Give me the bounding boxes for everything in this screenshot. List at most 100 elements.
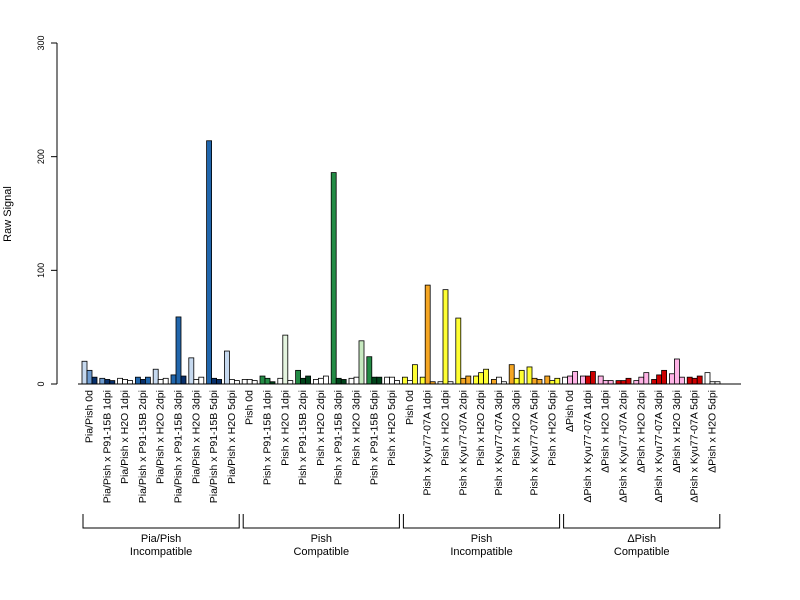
bar — [585, 375, 591, 385]
bar — [175, 316, 182, 385]
bar — [251, 380, 258, 385]
bar — [536, 379, 543, 385]
bar — [495, 376, 502, 385]
bar — [661, 369, 667, 385]
bar — [455, 317, 462, 385]
bar — [170, 374, 177, 385]
category-label: ΔPish 0d — [564, 390, 576, 432]
bar — [442, 289, 449, 385]
bar — [330, 172, 337, 385]
bar — [81, 360, 88, 385]
category-label: Pia/Pish x H2O 2dpi — [155, 390, 167, 484]
bar — [508, 364, 515, 385]
category-label: Pia/Pish x P91-15B 3dpi — [173, 390, 185, 503]
bar — [384, 376, 391, 385]
bar — [518, 369, 525, 385]
bar — [554, 377, 561, 385]
bar — [295, 369, 302, 385]
bar — [305, 375, 312, 385]
bar — [117, 377, 123, 385]
bar — [490, 379, 497, 385]
bars — [81, 140, 721, 385]
bar — [223, 350, 230, 385]
bar — [99, 377, 106, 385]
group-bracket — [242, 514, 400, 529]
bar — [473, 375, 480, 385]
group-bracket — [402, 514, 561, 529]
category-labels: Pia/Pish 0d Pia/Pish x P91-15B 1dpi Pia/Pi… — [84, 390, 719, 503]
bar — [394, 380, 401, 385]
category-label: Pia/Pish x H2O 3dpi — [190, 390, 202, 484]
bar — [549, 380, 556, 385]
category-label: Pish x P91-15B 3dpi — [333, 390, 345, 485]
bar — [300, 377, 307, 385]
bar — [246, 379, 253, 385]
bar — [483, 368, 490, 385]
bar — [228, 379, 235, 385]
bar — [312, 379, 319, 385]
bar — [679, 376, 685, 385]
category-label: Pish x H2O 5dpi — [386, 390, 398, 466]
bar — [674, 358, 680, 385]
bar — [572, 371, 578, 385]
category-label: Pia/Pish x P91-15B 1dpi — [101, 390, 113, 503]
category-label: ΔPish x Kyu77-07A 2dpi — [618, 390, 630, 503]
bar — [317, 377, 324, 385]
category-label: Pish x P91-15B 2dpi — [297, 390, 309, 485]
bar — [691, 377, 698, 385]
group-bracket — [82, 514, 240, 529]
category-label: Pish 0d — [244, 390, 256, 425]
bar — [211, 377, 218, 385]
bar — [590, 371, 596, 385]
bar — [651, 379, 657, 385]
bar — [188, 357, 195, 385]
bar — [366, 356, 373, 385]
category-label: Pia/Pish 0d — [84, 390, 96, 443]
bar — [353, 376, 360, 385]
category-label: Pish 0d — [404, 390, 416, 425]
bar — [424, 284, 431, 385]
bar — [419, 376, 426, 385]
bar — [193, 379, 200, 385]
bar — [259, 375, 266, 385]
bar — [340, 379, 347, 385]
bar — [122, 379, 128, 385]
bar — [633, 380, 640, 385]
bar — [401, 376, 408, 385]
bar — [139, 379, 146, 385]
bar — [287, 380, 294, 385]
bar — [376, 376, 383, 385]
y-axis: 0 100 200 300 — [36, 35, 58, 387]
category-label: Pia/Pish x P91-15B 2dpi — [137, 390, 149, 503]
bar — [411, 364, 418, 385]
bar — [406, 380, 413, 385]
group-label-type: Incompatible — [130, 546, 192, 558]
category-label: Pish x Kyu77-07A 2dpi — [457, 390, 469, 496]
bar — [134, 376, 141, 385]
group-label-type: Compatible — [293, 546, 349, 558]
bar — [162, 377, 169, 385]
bar — [277, 377, 284, 385]
category-label: ΔPish x Kyu77-07A 5dpi — [689, 390, 701, 503]
bar — [322, 375, 329, 385]
bar — [544, 375, 551, 385]
category-label: Pish x H2O 3dpi — [351, 390, 363, 466]
bar — [335, 377, 342, 385]
bar — [460, 377, 467, 385]
bar — [348, 377, 355, 385]
group-label-type: Incompatible — [450, 546, 512, 558]
group-label-name: Pia/Pish — [141, 533, 181, 545]
category-label: Pia/Pish x H2O 1dpi — [119, 390, 131, 484]
bar — [597, 375, 604, 385]
y-tick-label: 100 — [36, 263, 46, 278]
category-label: Pia/Pish x P91-15B 5dpi — [208, 390, 220, 503]
bar — [198, 376, 205, 385]
bar — [180, 375, 187, 385]
group-label-type: Compatible — [614, 546, 670, 558]
bar — [282, 334, 289, 385]
y-tick-label: 200 — [36, 149, 46, 164]
bar — [643, 372, 650, 385]
category-label: ΔPish x H2O 3dpi — [671, 390, 683, 473]
bar — [580, 375, 586, 385]
